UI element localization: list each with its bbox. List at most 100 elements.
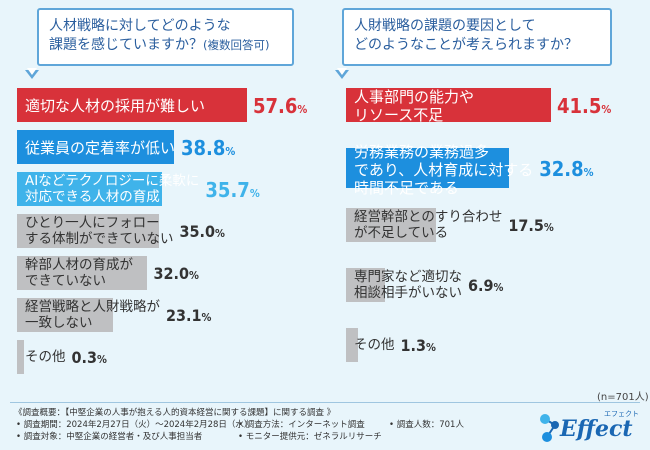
bar-left-5 (17, 256, 148, 290)
category-label: AIなどテクノロジーに柔軟に 対応できる人材の育成 (25, 173, 199, 205)
value-label: 41.5% (557, 94, 611, 118)
category-label: その他 (25, 349, 66, 365)
percent-sign: % (297, 103, 308, 116)
survey-period: • 調査期間：2024年2月27日（火）〜2024年2月28日（水） (16, 420, 253, 430)
category-label: 経営戦略と人財戦略が 一致しない (25, 299, 160, 331)
value-label: 35.0% (180, 222, 225, 241)
value-number: 32.0 (153, 264, 189, 283)
survey-method: • 調査方法：インターネット調査 (238, 420, 365, 430)
value-number: 0.3 (71, 348, 98, 367)
value-number: 35.0 (179, 222, 216, 241)
category-label-line: リソース不足 (354, 106, 444, 124)
category-label-line: AIなどテクノロジーに柔軟に (25, 173, 200, 189)
bar-right-5 (346, 328, 359, 362)
survey-overview: 《調査概要：【中堅企業の人事が抱える人的資本経営に関する課題】に関する調査 》 (14, 408, 336, 418)
logo-wordmark: Effect (560, 416, 633, 442)
category-label: 適切な人材の採用が難しい (25, 97, 205, 115)
category-label-line: 労務業務の業務過多 (354, 142, 490, 161)
survey-count: • 調査人数：701人 (389, 420, 464, 430)
value-label: 57.6% (253, 94, 307, 118)
value-label: 0.3% (72, 348, 107, 367)
percent-sign: % (97, 353, 107, 366)
value-number: 6.9 (468, 276, 494, 295)
category-label-line: 専門家など適切な (354, 269, 462, 285)
value-number: 41.5 (557, 94, 602, 118)
category-label: 幹部人材の育成が できていない (25, 257, 133, 289)
category-label: 人事部門の能力や リソース不足 (354, 88, 474, 124)
category-label-line: する体制ができていない (25, 231, 174, 247)
category-label-line: 相談相手がいない (354, 285, 462, 301)
left-question-box: 人材戦略に対してどのような 課題を感じていますか？(複数回答可) (37, 8, 294, 66)
category-label: 労務業務の業務過多 であり、人材育成に対する 時間不足である (354, 143, 533, 197)
bar-left-1 (17, 88, 247, 122)
value-number: 1.3 (400, 336, 427, 355)
category-label-line: 時間不足である (354, 178, 459, 197)
percent-sign: % (583, 166, 594, 179)
value-label: 32.8% (539, 157, 593, 181)
percent-sign: % (493, 281, 504, 294)
category-label-line: 経営戦略と人財戦略が (25, 299, 160, 315)
right-question-box: 人財戦略の課題の要因として どのようなことが考えられますか？ (342, 8, 612, 66)
category-label-line: ひとり一人にフォロー (25, 215, 160, 231)
value-label: 32.0% (153, 264, 198, 283)
bar-right-1 (346, 88, 551, 122)
molecule-icon (540, 414, 559, 442)
value-label: 6.9% (468, 276, 503, 295)
category-label-line: 幹部人材の育成が (25, 257, 133, 273)
left-speech-tail (25, 68, 39, 79)
right-speech-tail (335, 68, 349, 79)
bar-left-2 (17, 130, 174, 164)
percent-sign: % (225, 145, 236, 158)
left-question-line1: 人材戦略に対してどのような (49, 18, 231, 34)
category-label: 専門家など適切な 相談相手がいない (354, 269, 462, 301)
category-label: その他 (354, 337, 395, 353)
bar-right-4 (346, 268, 386, 302)
percent-sign: % (201, 311, 212, 324)
category-label: 従業員の定着率が低い (25, 139, 175, 157)
bar-left-4 (17, 214, 160, 248)
category-label-line: 適切な人材の採用が難しい (25, 96, 206, 115)
survey-target: • 調査対象：中堅企業の経営者・及び人事担当者 (16, 432, 203, 442)
value-label: 38.8% (181, 136, 235, 160)
sample-size-note: (n=701人) (597, 392, 649, 403)
category-label-line: であり、人材育成に対する (354, 160, 534, 179)
value-label: 23.1% (166, 306, 211, 325)
bar-left-3 (17, 172, 162, 206)
category-label-line: 経営幹部とのすり合わせ (354, 209, 503, 225)
value-number: 32.8 (539, 157, 584, 181)
value-label: 1.3% (401, 336, 436, 355)
category-label-line: 対応できる人材の育成 (25, 189, 160, 205)
percent-sign: % (543, 221, 554, 234)
percent-sign: % (249, 187, 260, 200)
value-number: 35.7 (205, 178, 250, 202)
value-number: 57.6 (253, 94, 298, 118)
category-label-line: できていない (25, 273, 106, 289)
right-question-line1: 人財戦略の課題の要因として (354, 18, 536, 34)
logo-kana: エフェクト (604, 410, 639, 418)
category-label-line: 従業員の定着率が低い (25, 138, 176, 157)
category-label-line: 人事部門の能力や (354, 88, 475, 106)
bar-right-3 (346, 208, 436, 242)
effect-logo (537, 409, 647, 449)
percent-sign: % (426, 341, 436, 354)
footer-divider (10, 402, 640, 403)
value-number: 23.1 (166, 306, 202, 325)
bar-right-2 (346, 148, 510, 188)
right-question-line2: どのようなことが考えられますか？ (354, 37, 578, 53)
bar-left-6 (17, 298, 113, 332)
category-label: ひとり一人にフォロー する体制ができていない (25, 215, 174, 247)
category-label-line: が不足している (354, 225, 449, 241)
category-label-line: 一致しない (25, 315, 93, 331)
value-label: 17.5% (508, 216, 553, 235)
left-question-line2: 課題を感じていますか？ (49, 37, 203, 53)
category-label-line: その他 (25, 349, 66, 365)
percent-sign: % (188, 269, 199, 282)
left-question-note: (複数回答可) (203, 38, 270, 52)
bar-left-7 (17, 340, 25, 374)
category-label-line: その他 (354, 337, 395, 353)
survey-provider: • モニター提供元：ゼネラルリサーチ (238, 432, 382, 442)
value-label: 35.7% (205, 178, 259, 202)
percent-sign: % (215, 227, 225, 240)
category-label: 経営幹部とのすり合わせ が不足している (354, 209, 502, 241)
value-number: 38.8 (181, 136, 226, 160)
